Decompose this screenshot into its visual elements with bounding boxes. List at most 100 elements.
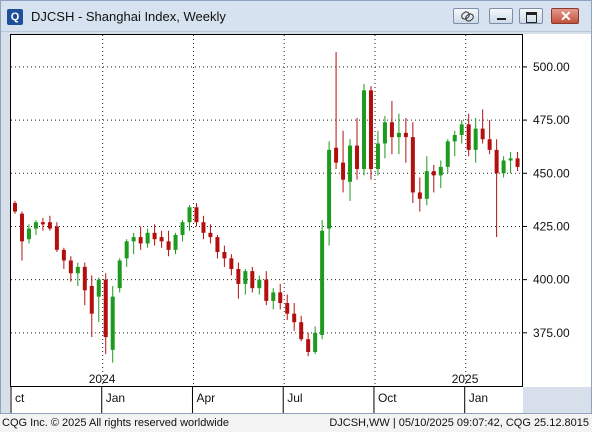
candle-body-39 — [285, 303, 290, 314]
candle-body-20 — [152, 232, 157, 240]
candle-body-10 — [82, 266, 87, 291]
candle-body-45 — [327, 149, 332, 229]
candle-body-16 — [124, 241, 129, 259]
symbol-timestamp-text: DJCSH,WW | 05/10/2025 09:07:42, CQG 25.1… — [329, 417, 589, 429]
candle-body-72 — [515, 158, 520, 167]
candle-body-60 — [431, 171, 436, 176]
candle-body-25 — [187, 207, 192, 223]
window-title: DJCSH - Shanghai Index, Weekly — [31, 9, 226, 24]
y-tick-label-1: 400.00 — [533, 273, 570, 287]
x-tick-label-2: Apr — [196, 391, 215, 405]
candle-body-59 — [424, 171, 429, 199]
candle-body-66 — [473, 128, 478, 150]
candle-body-0 — [13, 203, 17, 212]
candle-body-32 — [236, 269, 241, 284]
candle-body-3 — [33, 222, 38, 229]
close-icon: ✕ — [560, 8, 572, 24]
candle-body-43 — [313, 332, 318, 352]
candle-body-21 — [159, 237, 164, 242]
x-tick-label-3: Jul — [287, 391, 302, 405]
price-plot-area[interactable]: 2024 2025 — [10, 34, 557, 387]
candle-body-58 — [417, 192, 422, 199]
candle-body-15 — [117, 260, 122, 289]
candle-body-61 — [438, 166, 443, 176]
x-tick-label-4: Oct — [378, 391, 397, 405]
candle-body-67 — [480, 128, 485, 140]
status-footer: CQG Inc. © 2025 All rights reserved worl… — [0, 414, 592, 432]
candle-body-65 — [466, 124, 471, 150]
candle-body-51 — [368, 90, 373, 170]
candle-body-23 — [173, 234, 178, 250]
year-label-0: 2024 — [89, 372, 116, 386]
candle-body-57 — [410, 137, 415, 193]
y-tick-label-5: 500.00 — [533, 60, 570, 74]
candle-body-54 — [389, 122, 394, 138]
candle-body-12 — [96, 279, 101, 297]
candle-body-38 — [278, 292, 283, 304]
candle-body-41 — [299, 322, 304, 340]
candle-body-34 — [250, 271, 255, 289]
candle-body-8 — [68, 260, 73, 274]
candle-body-4 — [40, 222, 45, 225]
minimize-button[interactable] — [489, 8, 513, 24]
candle-body-53 — [382, 122, 387, 144]
candle-body-6 — [54, 226, 59, 250]
candle-body-64 — [459, 124, 464, 135]
title-bar[interactable]: Q DJCSH - Shanghai Index, Weekly ✕ — [1, 1, 591, 32]
close-button[interactable]: ✕ — [551, 8, 579, 24]
price-axis[interactable]: 375.00 400.00 425.00 450.00 475.00 500.00 — [523, 34, 591, 387]
candle-body-63 — [452, 134, 457, 142]
x-tick-label-1: Jan — [106, 391, 125, 405]
candle-body-7 — [61, 249, 66, 261]
link-button[interactable] — [453, 8, 479, 24]
candle-body-14 — [110, 296, 115, 350]
chart-window: Q DJCSH - Shanghai Index, Weekly ✕ 2024 2… — [0, 0, 592, 414]
candle-body-9 — [75, 266, 80, 274]
time-axis-labels: ctJanAprJulOctJanApr — [10, 387, 578, 413]
candle-body-49 — [355, 145, 360, 170]
y-tick-label-4: 475.00 — [533, 113, 570, 127]
maximize-icon — [526, 12, 537, 23]
candle-body-35 — [257, 279, 262, 289]
candle-body-55 — [396, 132, 401, 138]
candle-body-17 — [131, 237, 136, 242]
candle-body-48 — [348, 145, 353, 182]
y-tick-label-2: 425.00 — [533, 219, 570, 233]
candle-body-33 — [243, 271, 248, 284]
y-tick-label-3: 450.00 — [533, 166, 570, 180]
candle-body-70 — [501, 160, 506, 174]
candle-body-62 — [445, 141, 450, 167]
candle-body-24 — [180, 222, 185, 235]
candle-body-36 — [264, 279, 269, 301]
candle-body-2 — [26, 228, 31, 240]
candle-body-52 — [375, 143, 380, 170]
maximize-button[interactable] — [519, 8, 543, 24]
cqg-app-icon: Q — [7, 9, 23, 25]
candle-body-50 — [362, 90, 366, 170]
candle-body-22 — [166, 241, 171, 250]
candle-body-69 — [494, 149, 499, 174]
candle-body-42 — [306, 339, 311, 352]
price-axis-labels: 375.00 400.00 425.00 450.00 475.00 500.00 — [523, 60, 570, 340]
candle-body-46 — [334, 147, 339, 163]
candle-body-1 — [19, 213, 24, 242]
candle-body-40 — [292, 313, 297, 323]
candle-body-56 — [403, 132, 408, 138]
copyright-text: CQG Inc. © 2025 All rights reserved worl… — [2, 417, 229, 429]
candle-body-19 — [145, 232, 150, 244]
candle-body-30 — [222, 251, 227, 259]
candle-body-31 — [229, 258, 234, 269]
x-tick-label-0: ct — [15, 391, 25, 405]
candle-body-28 — [208, 232, 213, 238]
candle-body-71 — [508, 158, 513, 161]
candle-body-26 — [194, 207, 199, 223]
time-axis[interactable]: ctJanAprJulOctJanApr — [10, 387, 578, 413]
candle-body-44 — [320, 230, 325, 335]
year-label-1: 2025 — [452, 372, 479, 386]
candle-body-11 — [89, 286, 94, 314]
candle-body-68 — [487, 139, 492, 150]
candle-body-47 — [341, 162, 346, 180]
y-tick-label-0: 375.00 — [533, 326, 570, 340]
candlestick-chart: 2024 2025 — [11, 35, 557, 386]
candle-body-37 — [271, 292, 276, 301]
